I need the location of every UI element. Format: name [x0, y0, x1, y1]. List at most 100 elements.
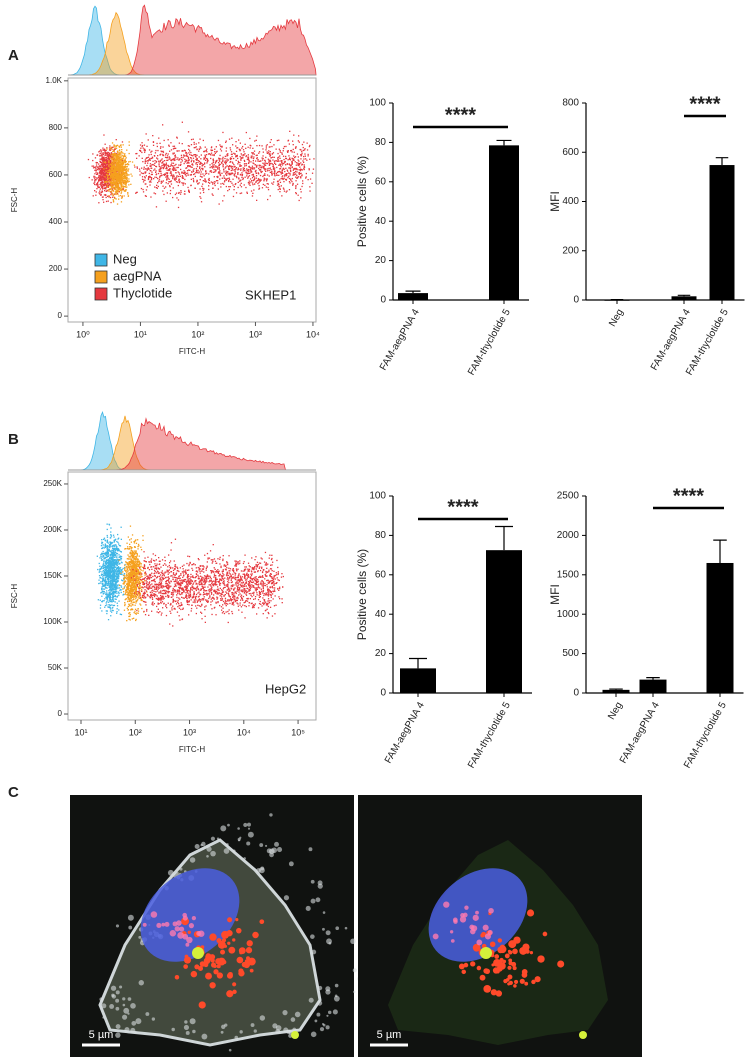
dot — [306, 142, 308, 144]
dot — [308, 145, 311, 148]
dot — [113, 177, 116, 179]
dot — [127, 163, 129, 165]
dot — [181, 150, 183, 152]
dot — [157, 177, 159, 180]
dot — [261, 159, 264, 161]
dot — [122, 567, 124, 570]
dot — [126, 594, 129, 596]
dot — [202, 167, 204, 170]
dot — [237, 163, 239, 165]
dot — [233, 157, 235, 160]
dot — [303, 158, 305, 160]
dot — [308, 168, 310, 170]
dot — [137, 608, 139, 610]
dot — [104, 178, 106, 180]
dot — [215, 160, 217, 162]
dot — [108, 155, 110, 157]
dot — [167, 153, 169, 155]
dot — [203, 188, 205, 190]
dot — [202, 139, 204, 142]
dot — [250, 155, 252, 157]
dot — [88, 176, 90, 179]
dot — [295, 146, 297, 148]
legend-swatch — [94, 270, 108, 284]
dot — [120, 591, 122, 594]
dot — [92, 167, 95, 169]
dot — [99, 150, 101, 152]
dot — [189, 157, 192, 159]
dot — [165, 152, 167, 155]
dot — [166, 159, 168, 162]
dot — [225, 178, 227, 180]
dot — [119, 182, 121, 184]
dot — [151, 156, 154, 158]
dot — [288, 177, 291, 180]
dot — [126, 186, 128, 188]
dot — [95, 171, 97, 173]
dot — [165, 167, 167, 170]
dot — [111, 587, 113, 589]
dot — [110, 543, 112, 545]
dot — [111, 159, 113, 161]
dot — [123, 186, 125, 188]
dot — [96, 177, 98, 179]
dot — [121, 165, 123, 168]
dot — [286, 173, 288, 175]
dot — [98, 562, 100, 565]
dot — [223, 183, 225, 185]
dot — [227, 180, 230, 182]
dot — [229, 147, 231, 149]
dot — [218, 167, 220, 169]
dot — [110, 174, 113, 176]
dot — [113, 150, 115, 152]
dot — [109, 599, 112, 601]
dot — [167, 157, 169, 159]
dot — [118, 609, 120, 611]
dot — [105, 596, 107, 598]
dot — [212, 161, 214, 163]
dot — [218, 163, 220, 165]
dot — [112, 578, 114, 580]
dot — [122, 167, 124, 169]
dot — [229, 158, 232, 161]
dot — [174, 167, 176, 169]
dot — [116, 571, 118, 573]
dot — [113, 174, 116, 176]
dot — [103, 580, 105, 582]
dot — [251, 157, 253, 159]
dot — [95, 169, 97, 172]
dot — [204, 157, 206, 159]
dot — [105, 161, 107, 164]
dot — [115, 162, 118, 164]
dot — [268, 167, 270, 170]
dot — [263, 178, 265, 181]
dot — [105, 179, 107, 181]
dot — [214, 171, 216, 173]
dot — [285, 173, 287, 175]
dot — [103, 184, 105, 186]
dot — [110, 615, 112, 617]
dot — [224, 157, 226, 160]
dot — [128, 174, 130, 176]
dot — [103, 163, 105, 166]
dot — [107, 168, 109, 171]
dot — [115, 159, 117, 161]
dot — [110, 154, 112, 156]
dot — [199, 188, 201, 190]
dot — [111, 182, 113, 184]
dot — [113, 570, 115, 573]
dot — [200, 201, 203, 203]
dot — [99, 167, 101, 169]
dot — [117, 541, 119, 544]
dot — [303, 164, 305, 166]
x-tick-label: 10³ — [249, 329, 262, 339]
dot — [263, 174, 265, 176]
dot — [110, 567, 112, 570]
dot — [107, 542, 109, 544]
dot — [155, 171, 157, 173]
dot — [116, 540, 118, 543]
dot — [102, 577, 105, 579]
dot — [141, 144, 144, 147]
dot — [113, 177, 115, 179]
dot — [193, 161, 195, 163]
